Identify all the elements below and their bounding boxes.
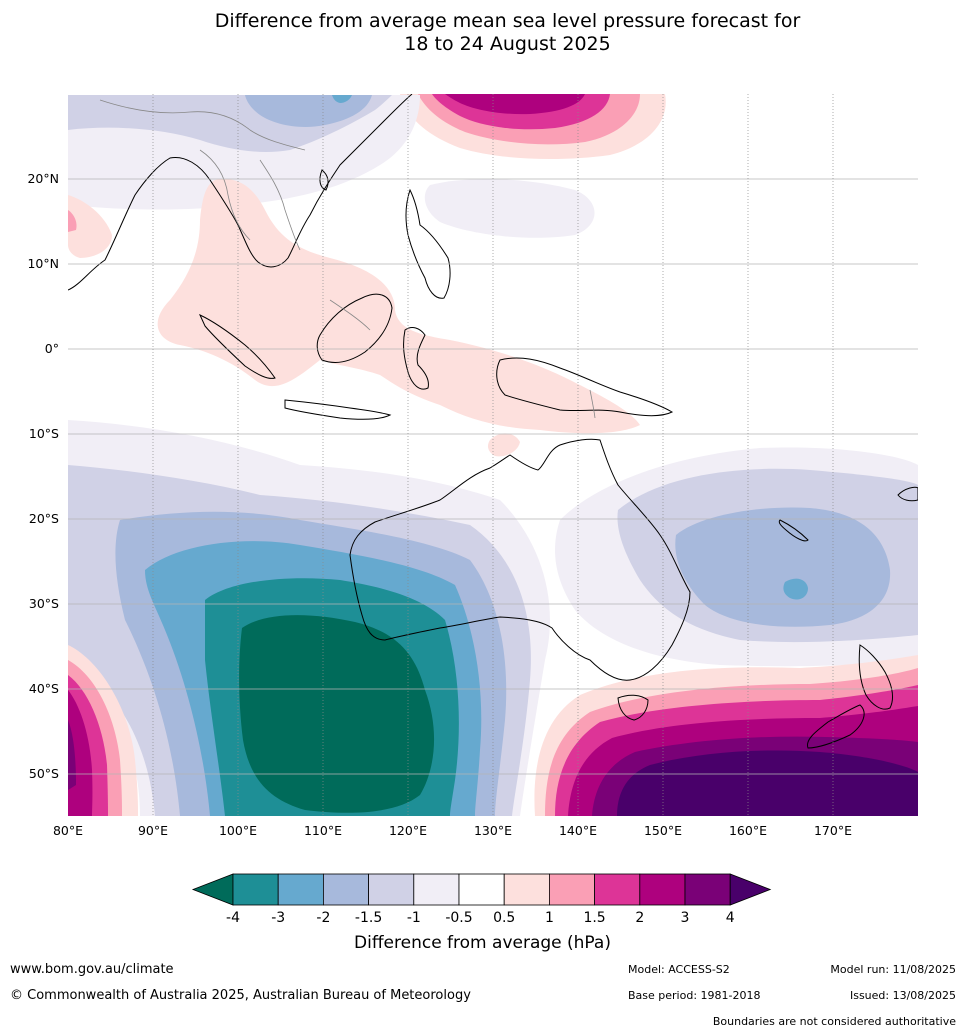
- contour-plus-0-5-maritime: [157, 179, 640, 434]
- australia-coastline: [349, 438, 691, 681]
- issued-date: Issued: 13/08/2025: [849, 989, 956, 1002]
- lon-label: 90°E: [138, 823, 168, 838]
- negative-anomaly-coral-sea: [555, 447, 918, 667]
- colorbar-title: Difference from average (hPa): [354, 933, 611, 953]
- lon-label: 120°E: [389, 823, 427, 838]
- colorbar-extend-low: [191, 873, 234, 906]
- colorbar-tick-labels: -4 -3 -2 -1.5 -1 -0.5 0.5 1 1.5 2 3 4: [226, 910, 735, 926]
- map-title: Difference from average mean sea level p…: [0, 10, 965, 56]
- positive-anomaly-southeast: [534, 655, 918, 816]
- colorbar-extend-high: [729, 873, 772, 906]
- lon-label: 150°E: [644, 823, 682, 838]
- colorbar-swatch: [232, 873, 279, 906]
- lon-label: 110°E: [304, 823, 342, 838]
- new-zealand-south-coastline: [806, 704, 865, 749]
- colorbar: -4 -3 -2 -1.5 -1 -0.5 0.5 1 1.5 2 3 4: [191, 873, 772, 926]
- title-line-1: Difference from average mean sea level p…: [214, 10, 801, 32]
- lon-label: 100°E: [219, 823, 257, 838]
- contour-minus-2-north: [332, 95, 352, 103]
- lat-label: 10°N: [27, 256, 59, 271]
- colorbar-swatch: [277, 873, 324, 906]
- colorbar-swatch: [684, 873, 731, 906]
- colorbar-swatch: [458, 873, 505, 906]
- java-coastline: [284, 399, 392, 420]
- contour-plus-0-5-timor: [487, 433, 520, 457]
- colorbar-tick-label: 4: [726, 910, 735, 926]
- colorbar-swatches: [191, 873, 772, 906]
- graticule-meridians: [152, 94, 834, 816]
- lon-label: 80°E: [53, 823, 83, 838]
- base-period: Base period: 1981-2018: [628, 989, 761, 1002]
- negative-anomaly-north: [68, 95, 595, 238]
- lat-label: 40°S: [29, 681, 59, 696]
- lat-label: 30°S: [29, 596, 59, 611]
- model-name: Model: ACCESS-S2: [628, 963, 730, 976]
- colorbar-tick-label: 0.5: [493, 910, 515, 926]
- colorbar-swatch: [594, 873, 641, 906]
- longitude-labels: 80°E 90°E 100°E 110°E 120°E 130°E 140°E …: [53, 823, 852, 838]
- contour-minus-2-east: [783, 578, 808, 600]
- colorbar-tick-label: -2: [316, 910, 330, 926]
- borneo-coastline: [316, 293, 393, 363]
- lon-label: 160°E: [729, 823, 767, 838]
- colorbar-tick-label: -0.5: [445, 910, 472, 926]
- sulawesi-coastline: [403, 327, 429, 390]
- latitude-labels: 20°N 10°N 0° 10°S 20°S 30°S 40°S 50°S: [27, 171, 59, 781]
- colorbar-swatch: [368, 873, 415, 906]
- lon-label: 170°E: [814, 823, 852, 838]
- lat-label: 10°S: [29, 426, 59, 441]
- colorbar-swatch: [639, 873, 686, 906]
- lat-label: 50°S: [29, 766, 59, 781]
- colorbar-swatch: [503, 873, 550, 906]
- tasmania-coastline: [617, 694, 649, 721]
- asia-mainland-coastline: [68, 94, 413, 291]
- colorbar-swatch: [322, 873, 369, 906]
- website-link[interactable]: www.bom.gov.au/climate: [10, 962, 174, 977]
- colorbar-tick-label: -1: [407, 910, 421, 926]
- lat-label: 20°N: [27, 171, 59, 186]
- sumatra-coastline: [198, 313, 276, 379]
- colorbar-swatch: [549, 873, 596, 906]
- positive-anomaly-northwest-pacific: [400, 94, 666, 160]
- contour-plus-2-np: [445, 94, 585, 115]
- boundaries-disclaimer: Boundaries are not considered authoritat…: [712, 1015, 956, 1028]
- lat-label: 0°: [45, 341, 59, 356]
- new-guinea-coastline: [496, 357, 674, 417]
- lon-label: 140°E: [559, 823, 597, 838]
- copyright-text: © Commonwealth of Australia 2025, Austra…: [10, 988, 471, 1003]
- colorbar-swatch: [413, 873, 460, 906]
- contour-plus-1-west: [68, 210, 77, 232]
- contour-plus-3-sw: [68, 720, 76, 790]
- contour-plus-4: [617, 750, 918, 816]
- positive-anomaly-southwest-corner: [68, 645, 138, 816]
- colorbar-tick-label: -4: [226, 910, 240, 926]
- colorbar-tick-label: 3: [681, 910, 690, 926]
- contour-minus-0-5-pacific: [424, 178, 595, 238]
- colorbar-tick-label: -1.5: [355, 910, 382, 926]
- title-line-2: 18 to 24 August 2025: [404, 33, 611, 55]
- colorbar-tick-label: 1: [545, 910, 554, 926]
- lon-label: 130°E: [474, 823, 512, 838]
- vanuatu-fiji-coastline: [897, 486, 918, 502]
- colorbar-tick-label: 1.5: [583, 910, 605, 926]
- country-boundaries: [99, 99, 596, 419]
- colorbar-tick-label: 2: [635, 910, 644, 926]
- colorbar-tick-label: -3: [271, 910, 285, 926]
- contour-plus-0-5-west: [68, 195, 112, 258]
- coastlines: [68, 94, 918, 749]
- model-run-date: Model run: 11/08/2025: [830, 963, 956, 976]
- positive-anomaly-maritime: [68, 179, 640, 457]
- contour-minus-4: [239, 615, 435, 813]
- new-caledonia-coastline: [778, 519, 809, 542]
- new-zealand-north-coastline: [858, 644, 893, 710]
- taiwan-coastline: [319, 169, 329, 191]
- lat-label: 20°S: [29, 511, 59, 526]
- contour-minus-1-5-east: [675, 507, 891, 627]
